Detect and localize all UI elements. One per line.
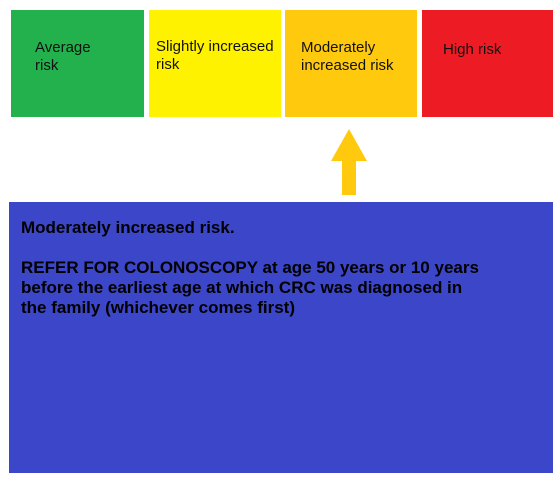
risk-level-average[interactable]: Average risk [11,10,144,117]
risk-level-high[interactable]: High risk [422,10,553,117]
risk-level-average-label: Average risk [35,39,91,74]
risk-level-moderately-increased-label: Moderately increased risk [301,39,394,74]
result-recommendation: REFER FOR COLONOSCOPY at age 50 years or… [21,258,479,317]
risk-level-slightly-increased[interactable]: Slightly increased risk [149,10,281,117]
risk-level-high-label: High risk [443,41,502,58]
arrow-up-icon [331,129,367,195]
arrow-up-icon-shape [331,129,367,195]
result-panel: Moderately increased risk. REFER FOR COL… [9,202,553,473]
risk-level-moderately-increased[interactable]: Moderately increased risk [285,10,417,117]
risk-level-slightly-increased-label: Slightly increased risk [156,38,274,73]
result-heading: Moderately increased risk. [21,218,235,237]
